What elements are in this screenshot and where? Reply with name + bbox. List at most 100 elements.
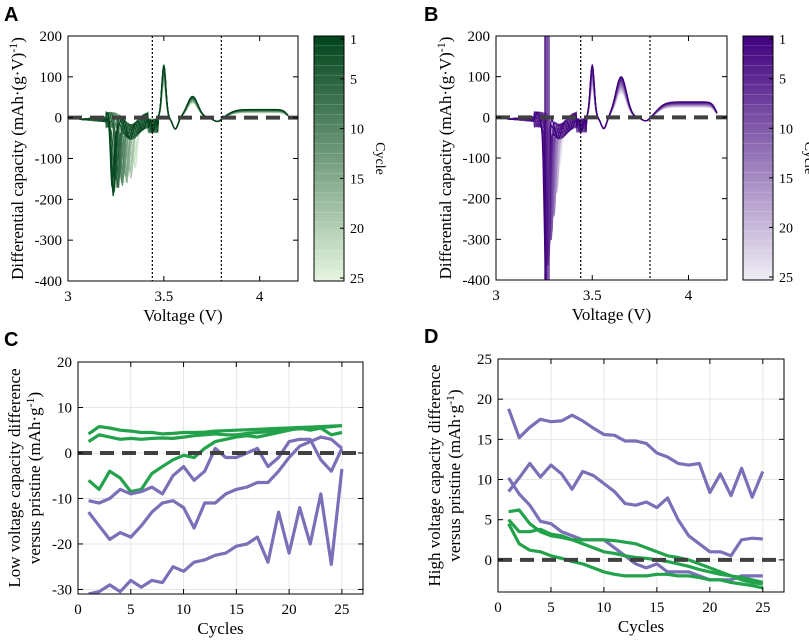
y-tick-label: -300 — [35, 233, 63, 249]
series-green-3 — [507, 522, 764, 590]
y-axis-label: Differential capacity (mAh·(g·V)-1) — [6, 37, 27, 280]
colorbar-label: Cycle — [801, 142, 809, 175]
panel-letter-d: D — [424, 326, 438, 348]
colorbar-tick-label: 10 — [350, 123, 364, 138]
x-tick-label: 10 — [596, 600, 611, 616]
colorbar-tick-label: 15 — [350, 172, 364, 187]
y-tick-label: -400 — [35, 274, 63, 290]
y-tick-label: 0 — [65, 446, 73, 462]
x-tick-label: 0 — [74, 602, 82, 618]
panel-letter-a: A — [4, 4, 18, 26]
colorbar-tick-label: 20 — [779, 221, 793, 236]
y-tick-label: -200 — [35, 192, 63, 208]
panel-d: 0 5 10 15 20 25 25 20 15 10 5 0 Cycles High voltage c… — [425, 352, 785, 636]
colorbar-tick-label: 20 — [350, 222, 364, 237]
x-axis-label: Voltage (V) — [143, 306, 222, 325]
x-tick-label: 15 — [229, 602, 244, 618]
x-tick-label: 15 — [649, 600, 664, 616]
x-tick-label: 5 — [127, 602, 135, 618]
colorbar-gradient — [742, 35, 774, 281]
x-tick-label: 0 — [494, 600, 502, 616]
panel-a: 3 3.5 4 200 100 0 -100 -200 -300 -400 Voltage (V) D… — [6, 29, 387, 325]
y-tick-label: 200 — [468, 29, 491, 45]
x-tick-label: 3 — [492, 288, 500, 304]
y-tick-label: 10 — [57, 400, 72, 416]
y-tick-label: 0 — [485, 553, 493, 569]
y-tick-label: 0 — [483, 110, 491, 126]
panel-letter-b: B — [424, 4, 438, 26]
x-tick-label: 3.5 — [154, 289, 173, 305]
series-purple-2 — [507, 461, 763, 558]
y-tick-label: 5 — [485, 513, 493, 529]
colorbar-tick-label: 1 — [350, 33, 357, 48]
series-lines — [87, 424, 344, 594]
y-axis-label: Differential capacity (mAh·(g·V)-1) — [434, 37, 455, 280]
series-purple-3 — [88, 468, 344, 594]
y-tick-label: 25 — [477, 352, 492, 368]
cycle-curve — [79, 64, 289, 188]
x-tick-label: 20 — [702, 600, 717, 616]
y-axis-label-line2: versus pristine (mAh·g-1) — [443, 389, 464, 561]
colorbar-tick-label: 5 — [350, 73, 357, 88]
colorbar-tick-label: 1 — [779, 33, 786, 48]
y-tick-label: 20 — [57, 355, 72, 371]
colorbar-tick-label: 15 — [779, 172, 793, 187]
cycle-curve — [507, 64, 718, 280]
x-tick-label: 4 — [685, 288, 693, 304]
x-tick-label: 10 — [176, 602, 191, 618]
y-axis-label-line1: High voltage capacity difference — [425, 365, 444, 587]
colorbar-tick-label: 10 — [779, 122, 793, 137]
panel-c: 0 5 10 15 20 25 20 10 0 -10 -20 -30 Cycles Low voltag… — [5, 355, 364, 638]
x-axis-label: Voltage (V) — [572, 305, 651, 324]
y-tick-label: 15 — [477, 432, 492, 448]
y-tick-label: -20 — [52, 537, 72, 553]
x-tick-label: 5 — [547, 600, 555, 616]
series-purple-1 — [88, 437, 344, 505]
series-green-2 — [507, 518, 764, 584]
curves — [79, 64, 289, 197]
y-tick-label: -100 — [35, 152, 63, 168]
y-tick-label: -30 — [52, 582, 72, 598]
x-tick-label: 3.5 — [583, 288, 602, 304]
y-tick-label: -300 — [463, 232, 491, 248]
plot-area — [496, 36, 727, 280]
x-tick-label: 25 — [755, 600, 770, 616]
y-axis-label-line2: versus pristine (mAh·g-1) — [23, 392, 44, 564]
y-tick-label: 100 — [468, 70, 491, 86]
y-tick-label: 10 — [477, 473, 492, 489]
y-axis-label: Low voltage capacity difference versus pr… — [5, 368, 44, 587]
x-axis-label: Cycles — [197, 619, 243, 638]
plot-area — [68, 36, 298, 281]
x-tick-label: 20 — [282, 602, 297, 618]
series-lines — [507, 408, 765, 590]
x-tick-label: 25 — [334, 602, 349, 618]
y-tick-label: -100 — [463, 151, 491, 167]
x-tick-label: 4 — [256, 289, 264, 305]
y-axis-label-line1: Low voltage capacity difference — [5, 368, 24, 587]
y-tick-label: -400 — [463, 273, 491, 289]
panel-letter-c: C — [4, 329, 18, 351]
colorbar-tick-label: 5 — [779, 73, 786, 88]
colorbar-tick-label: 25 — [779, 271, 793, 286]
y-tick-label: 100 — [40, 70, 63, 86]
y-tick-label: -10 — [52, 491, 72, 507]
colorbar-label: Cycle — [372, 142, 387, 175]
y-tick-label: -200 — [463, 192, 491, 208]
y-tick-label: 20 — [477, 392, 492, 408]
axes-frame — [497, 358, 785, 593]
x-tick-label: 3 — [64, 289, 72, 305]
y-tick-label: 0 — [55, 111, 63, 127]
colorbar-tick-label: 25 — [350, 272, 364, 287]
y-tick-label: 200 — [40, 29, 63, 45]
axes-frame — [77, 361, 364, 595]
panel-b: 3 3.5 4 200 100 0 -100 -200 -300 -400 Voltage (V) D… — [434, 29, 809, 324]
y-axis-label: High voltage capacity difference versus p… — [425, 365, 464, 587]
series-purple-1 — [507, 408, 765, 499]
series-green-3 — [87, 426, 343, 494]
series-purple-2 — [87, 435, 343, 542]
x-axis-label: Cycles — [618, 617, 664, 636]
colorbar-gradient — [313, 35, 345, 282]
